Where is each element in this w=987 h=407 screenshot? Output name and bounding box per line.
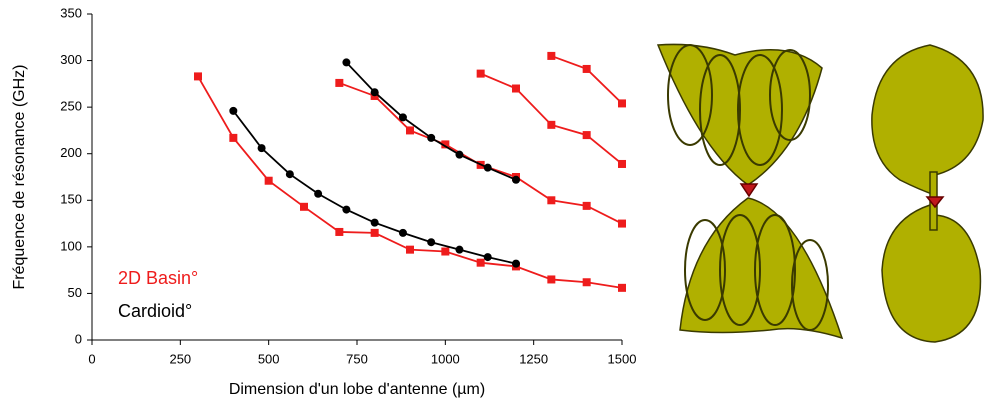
y-tick-label: 150 — [60, 192, 82, 207]
point — [618, 99, 626, 108]
point — [582, 201, 591, 210]
point — [483, 253, 492, 262]
x-axis-title: Dimension d'un lobe d'antenne (µm) — [229, 381, 485, 398]
legend-label: 2D Basin° — [118, 268, 198, 288]
y-axis-title: Fréquence de résonance (GHz) — [11, 65, 28, 290]
point — [342, 205, 351, 214]
point — [476, 69, 485, 78]
point — [618, 219, 626, 228]
series-line — [339, 82, 623, 225]
x-tick-label: 1500 — [608, 351, 637, 366]
cardioid-antenna — [871, 44, 984, 343]
point — [512, 259, 520, 268]
point — [335, 78, 344, 87]
x-tick-label: 250 — [169, 351, 191, 366]
series-line — [197, 75, 623, 289]
point — [370, 88, 379, 97]
y-tick-label: 0 — [75, 331, 82, 346]
bowtie-antenna — [656, 43, 844, 340]
point — [370, 218, 379, 227]
point — [582, 278, 591, 287]
point — [427, 238, 436, 247]
point — [406, 126, 414, 135]
y-tick-label: 50 — [68, 285, 82, 300]
legend-label: Cardioid° — [118, 301, 192, 321]
series-line — [345, 61, 517, 181]
point — [512, 84, 520, 93]
point — [582, 131, 591, 140]
point — [314, 189, 323, 198]
point — [476, 258, 485, 267]
point — [455, 150, 464, 159]
x-tick-label: 500 — [258, 351, 280, 366]
y-tick-label: 200 — [60, 145, 82, 160]
point — [264, 176, 273, 185]
point — [398, 113, 407, 122]
point — [257, 144, 266, 153]
point — [441, 140, 450, 149]
point — [618, 283, 626, 292]
point — [441, 247, 450, 256]
point — [512, 175, 520, 184]
x-tick-label: 750 — [346, 351, 368, 366]
point — [370, 228, 379, 237]
point — [406, 245, 414, 254]
point — [618, 159, 626, 168]
y-tick-label: 100 — [60, 238, 82, 253]
y-tick-label: 250 — [60, 99, 82, 114]
point — [194, 72, 202, 81]
y-tick-label: 300 — [60, 52, 82, 67]
x-tick-label: 1000 — [431, 351, 460, 366]
point — [547, 275, 556, 284]
point — [335, 227, 344, 236]
point — [547, 196, 556, 205]
point — [285, 170, 294, 179]
series-line — [232, 110, 517, 265]
point — [427, 133, 436, 142]
x-tick-label: 1250 — [519, 351, 548, 366]
point — [398, 228, 407, 237]
series-line — [551, 55, 623, 105]
series-line — [480, 72, 623, 165]
point — [229, 106, 238, 115]
point — [300, 202, 308, 211]
point — [547, 120, 556, 129]
y-tick-label: 350 — [60, 5, 82, 20]
point — [342, 58, 351, 67]
x-tick-label: 0 — [88, 351, 95, 366]
point — [483, 163, 492, 172]
point — [455, 245, 464, 254]
point — [229, 133, 238, 142]
point — [547, 51, 556, 60]
point — [582, 64, 591, 73]
